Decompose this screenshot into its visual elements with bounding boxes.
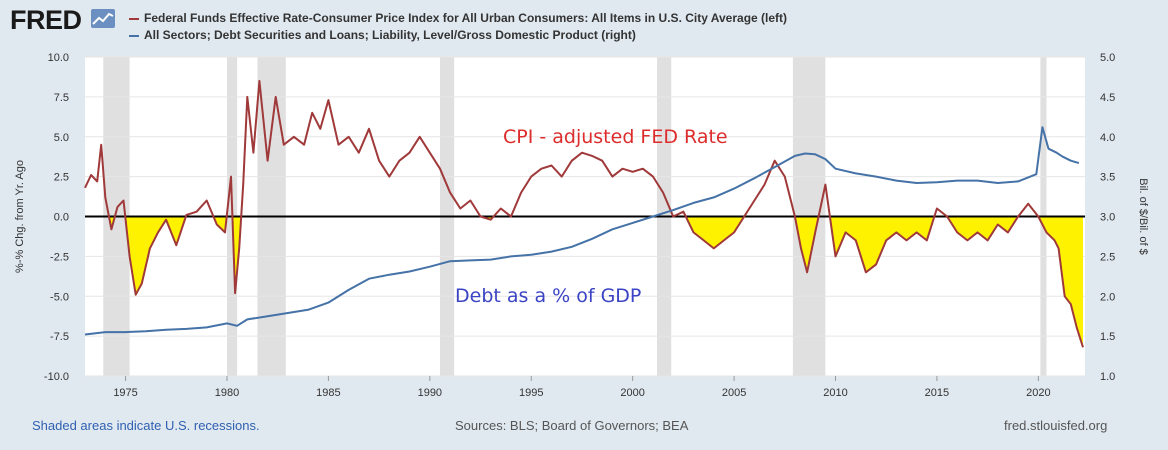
x-tick-label: 1975 <box>113 387 137 399</box>
series-line-cpi-rate <box>84 79 1084 348</box>
legend-swatch-red <box>129 17 139 20</box>
x-tick-label: 2005 <box>722 387 746 399</box>
x-tick-label: 2015 <box>925 387 949 399</box>
x-tick-label: 2010 <box>823 387 847 399</box>
left-tick-label: 5.0 <box>54 132 69 144</box>
sources: Sources: BLS; Board of Governors; BEA <box>455 418 689 433</box>
left-tick-label: 10.0 <box>48 52 69 64</box>
legend-label: Federal Funds Effective Rate-Consumer Pr… <box>144 11 788 25</box>
negative-rate-fill <box>85 216 1083 348</box>
x-tick-label: 1995 <box>519 387 543 399</box>
left-tick-label: 0.0 <box>54 212 69 224</box>
annotation-debt-gdp: Debt as a % of GDP <box>455 285 641 307</box>
right-tick-label: 4.0 <box>1100 132 1115 144</box>
site-link[interactable]: fred.stlouisfed.org <box>1004 418 1108 433</box>
fred-chart-icon <box>91 9 115 28</box>
legend-item-debt-gdp[interactable]: All Sectors; Debt Securities and Loans; … <box>129 27 787 44</box>
right-tick-label: 3.0 <box>1100 212 1115 224</box>
x-tick-label: 1980 <box>215 387 239 399</box>
right-tick-label: 2.5 <box>1100 251 1115 263</box>
x-tick-label: 1990 <box>418 387 442 399</box>
left-tick-label: 2.5 <box>54 172 69 184</box>
x-tick-label: 1985 <box>316 387 340 399</box>
right-tick-label: 4.5 <box>1100 92 1115 104</box>
fred-logo[interactable]: FRED <box>10 5 82 35</box>
series-line-debt-gdp <box>84 126 1080 336</box>
annotation-cpi-rate: CPI - adjusted FED Rate <box>503 126 728 148</box>
left-tick-label: -5.0 <box>50 291 69 303</box>
legend-swatch-blue <box>129 34 139 37</box>
x-tick-label: 2020 <box>1026 387 1050 399</box>
right-tick-label: 1.0 <box>1100 371 1115 383</box>
right-tick-label: 3.5 <box>1100 172 1115 184</box>
left-axis-label: %-% Chg. from Yr. Ago <box>14 160 26 273</box>
chart-canvas: 10.0 7.5 5.0 2.5 0.0 -2.5 -5.0 -7.5 -10.0 5.0 4.5 4… <box>14 52 1149 399</box>
right-tick-label: 2.0 <box>1100 291 1115 303</box>
left-tick-label: -10.0 <box>44 371 69 383</box>
right-tick-label: 1.5 <box>1100 331 1115 343</box>
right-tick-label: 5.0 <box>1100 52 1115 64</box>
legend-label: All Sectors; Debt Securities and Loans; … <box>144 28 636 42</box>
left-tick-label: -7.5 <box>50 331 69 343</box>
chart-legend: Federal Funds Effective Rate-Consumer Pr… <box>129 10 787 44</box>
right-axis-label: Bil. of $/Bil. of $ <box>1137 178 1149 254</box>
recession-note: Shaded areas indicate U.S. recessions. <box>32 418 260 433</box>
left-tick-label: 7.5 <box>54 92 69 104</box>
left-tick-label: -2.5 <box>50 251 69 263</box>
legend-item-cpi-rate[interactable]: Federal Funds Effective Rate-Consumer Pr… <box>129 10 787 27</box>
x-tick-label: 2000 <box>620 387 644 399</box>
